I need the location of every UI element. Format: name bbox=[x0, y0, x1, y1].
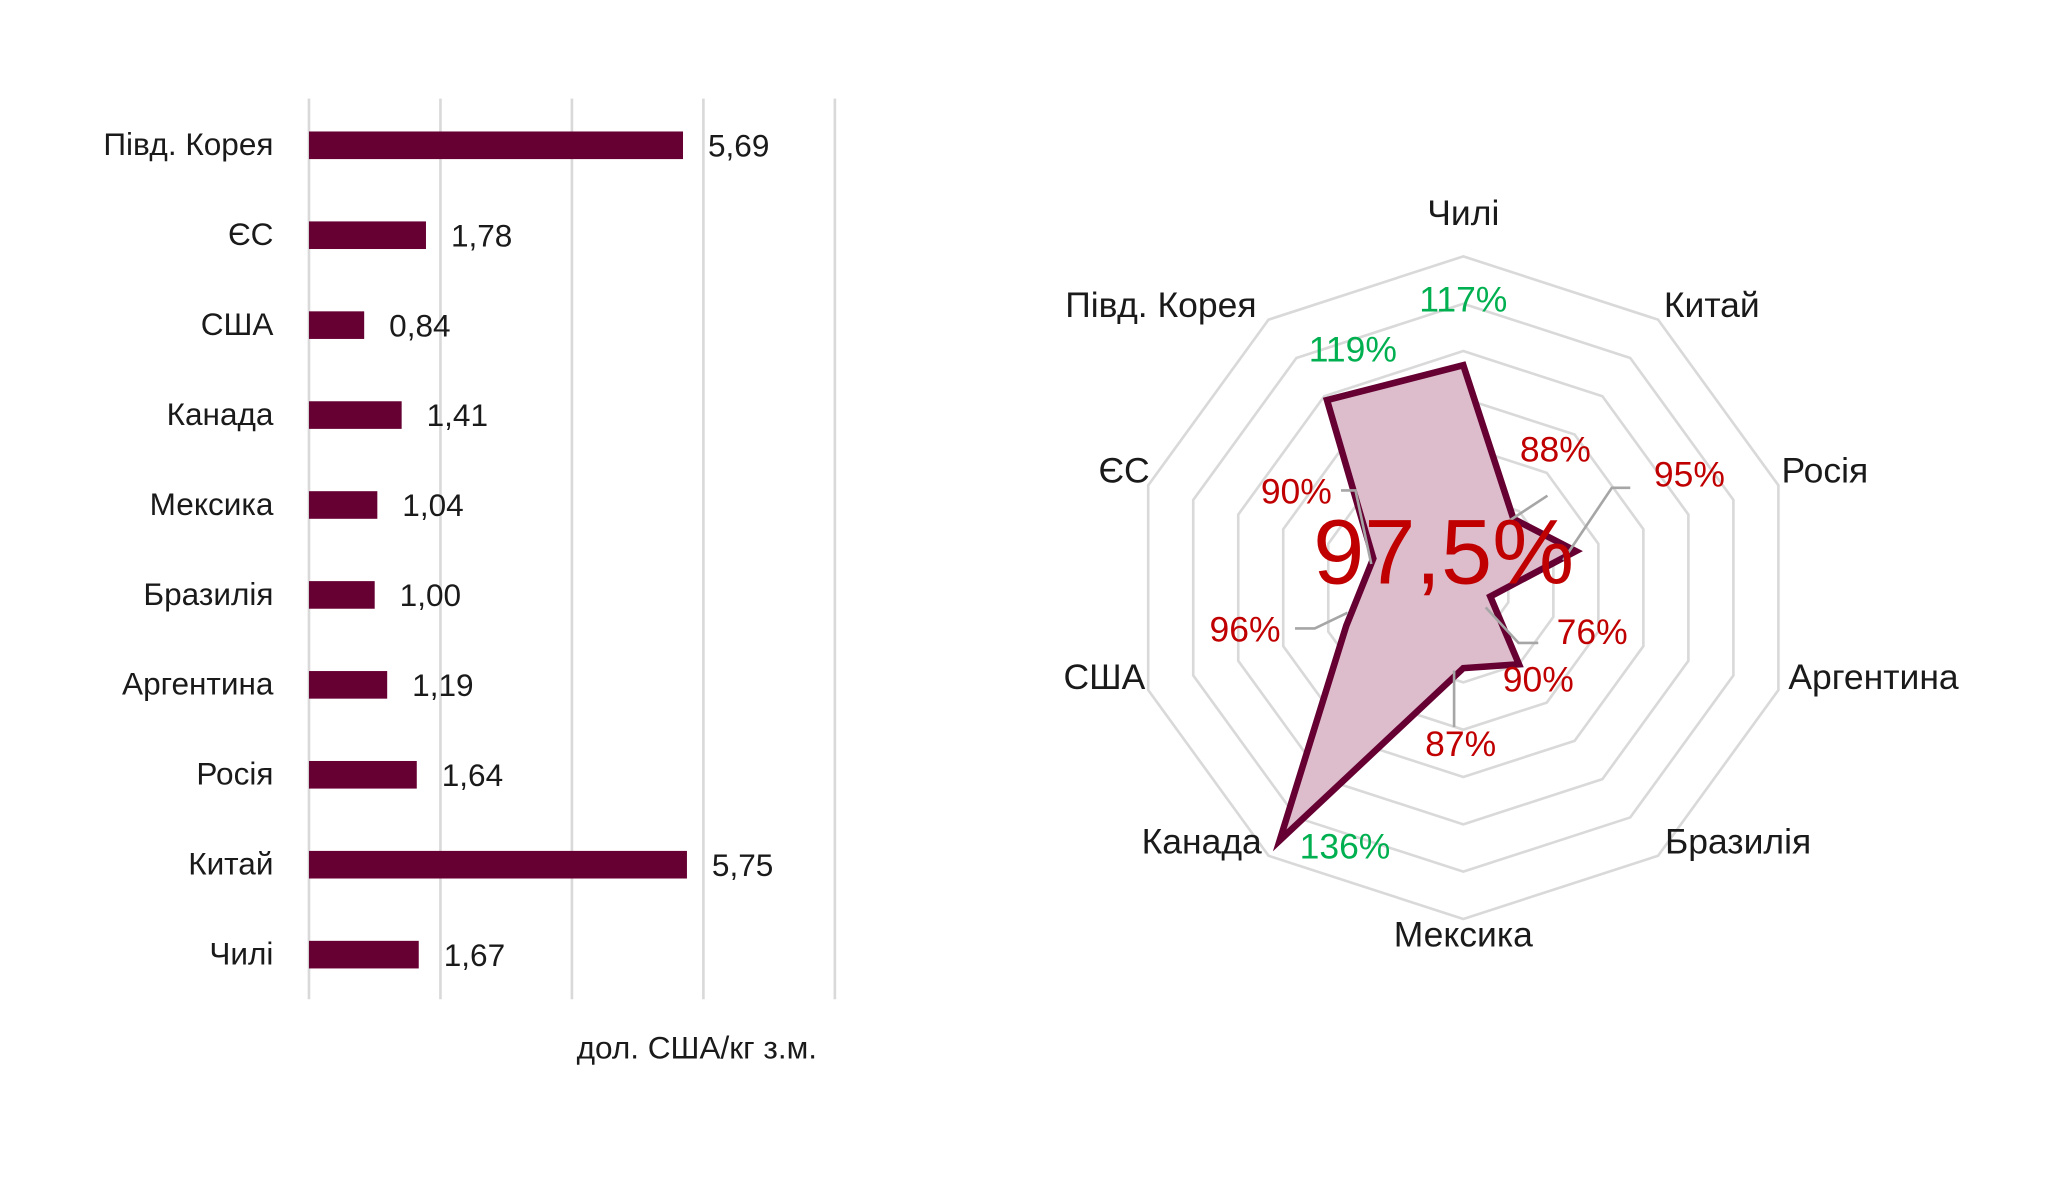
category-label: Бразилія bbox=[143, 576, 273, 612]
data-label: 1,19 bbox=[412, 667, 473, 703]
category-label: Канада bbox=[167, 396, 274, 432]
bar-x-axis-label: дол. США/кг з.м. bbox=[577, 1029, 817, 1065]
leader-line bbox=[1504, 494, 1549, 525]
radar-ring bbox=[1326, 444, 1600, 732]
radar-center-label: 97,5% bbox=[1313, 501, 1574, 604]
radar-axis-label: Чилі bbox=[1427, 193, 1499, 233]
radar-data-label: 96% bbox=[1210, 610, 1281, 650]
data-label: 1,41 bbox=[427, 397, 488, 433]
bar bbox=[308, 221, 426, 250]
data-label: 5,75 bbox=[712, 847, 773, 883]
radar-axis-label: США bbox=[1063, 657, 1145, 697]
radar-data-label: 90% bbox=[1261, 472, 1332, 512]
category-label: ЄС bbox=[228, 216, 273, 252]
category-label: Півд. Корея bbox=[103, 126, 273, 162]
radar-axis-label: Півд. Корея bbox=[1065, 285, 1256, 325]
category-label: Чилі bbox=[209, 936, 273, 972]
bar bbox=[308, 940, 419, 969]
radar-data-label: 88% bbox=[1520, 429, 1591, 469]
category-label: Аргентина bbox=[122, 666, 274, 702]
data-label: 0,84 bbox=[389, 307, 450, 343]
radar-axis-label: Мексика bbox=[1394, 915, 1533, 955]
bar bbox=[308, 760, 417, 789]
radar-axis-label: Аргентина bbox=[1788, 657, 1959, 697]
radar-axis-label: Росія bbox=[1782, 451, 1869, 491]
bar bbox=[308, 581, 375, 609]
radar-ring bbox=[1281, 396, 1645, 779]
radar-data-label: 119% bbox=[1309, 330, 1397, 370]
bar bbox=[308, 491, 378, 519]
leader-line bbox=[1562, 486, 1631, 561]
radar-ring bbox=[1146, 254, 1780, 921]
category-label: Мексика bbox=[150, 486, 274, 522]
bar bbox=[308, 131, 684, 160]
radar-ring bbox=[1236, 349, 1690, 826]
radar-ring bbox=[1191, 302, 1735, 874]
data-label: 1,78 bbox=[451, 217, 512, 253]
radar-axis-label: ЄС bbox=[1099, 451, 1150, 491]
radar-axis-label: Канада bbox=[1142, 821, 1262, 861]
radar-data-label: 95% bbox=[1654, 454, 1725, 494]
bar bbox=[308, 311, 365, 339]
data-label: 1,64 bbox=[442, 757, 503, 793]
radar-data-label: 136% bbox=[1300, 827, 1391, 867]
radar-axis-label: Бразилія bbox=[1665, 821, 1811, 861]
data-label: 5,69 bbox=[708, 127, 769, 163]
radar-data-label: 117% bbox=[1419, 280, 1507, 320]
leader-line bbox=[1484, 606, 1539, 645]
category-label: США bbox=[201, 306, 274, 342]
leader-line bbox=[1341, 489, 1373, 565]
radar-data-label: 76% bbox=[1557, 612, 1628, 652]
bar-chart: Півд. Корея 5,69 ЄС 1,78 США 0,84 Канада 1,41 Ме… bbox=[103, 98, 837, 1000]
category-label: Китай bbox=[188, 846, 273, 882]
leader-line bbox=[1295, 611, 1349, 630]
radar-axis-label: Китай bbox=[1664, 285, 1760, 325]
data-label: 1,67 bbox=[444, 937, 505, 973]
bar bbox=[308, 850, 687, 879]
radar-chart: Чилі Китай Росія Аргентина Бразилія Мексика Ка… bbox=[1063, 193, 1958, 955]
data-label: 1,04 bbox=[402, 487, 463, 523]
radar-data-label: 87% bbox=[1425, 724, 1496, 764]
data-label: 1,00 bbox=[400, 577, 461, 613]
bar bbox=[308, 401, 402, 429]
radar-data-label: 90% bbox=[1503, 660, 1574, 700]
category-label: Росія bbox=[196, 756, 273, 792]
bar bbox=[308, 671, 388, 699]
